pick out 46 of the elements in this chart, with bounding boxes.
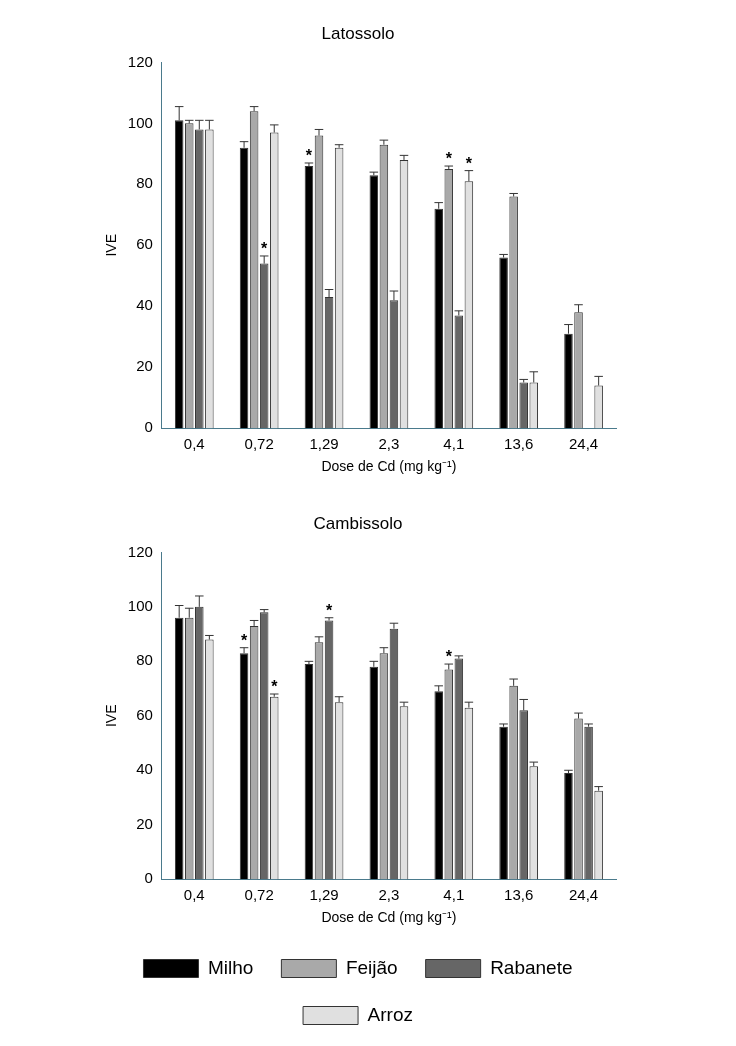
y-tick-label: 100 [127, 597, 153, 615]
y-tick-label: 120 [127, 52, 153, 70]
x-tick-label: 13,6 [504, 435, 534, 453]
x-tick-label: 0,4 [183, 886, 205, 904]
x-tick-label: 1,29 [309, 435, 339, 453]
x-tick-label: 0,4 [183, 435, 205, 453]
y-tick-label: 80 [136, 174, 153, 192]
annotation: * [305, 147, 313, 165]
x-axis-title: Dose de Cd (mg kg⁻¹) [321, 458, 457, 475]
annotation: * [445, 648, 453, 666]
x-tick-label: 2,3 [378, 435, 400, 453]
y-tick-label: 60 [136, 705, 153, 723]
annotation: * [445, 150, 453, 168]
annotation: * [465, 155, 473, 173]
annotation: * [261, 240, 269, 258]
y-tick-label: 40 [136, 296, 153, 314]
chart-title: Cambissolo [313, 513, 403, 533]
x-tick-label: 2,3 [378, 886, 400, 904]
x-tick-label: 24,4 [568, 435, 599, 453]
y-tick-label: 60 [136, 235, 153, 253]
annotation: * [325, 602, 333, 620]
y-axis-title: IVE [103, 234, 120, 257]
x-tick-label: 24,4 [568, 886, 599, 904]
x-tick-label: 1,29 [309, 886, 339, 904]
y-axis-title: IVE [103, 704, 120, 728]
y-tick-label: 40 [136, 760, 153, 778]
x-tick-label: 0,72 [244, 435, 274, 453]
annotation: * [240, 632, 248, 650]
y-tick-label: 20 [136, 814, 153, 832]
legend-label: Milho [207, 956, 254, 978]
y-tick-label: 100 [127, 113, 153, 131]
legend-label: Rabanete [490, 956, 573, 978]
x-axis-title: Dose de Cd (mg kg⁻¹) [321, 909, 457, 926]
y-tick-label: 0 [144, 869, 153, 887]
legend-label: Arroz [367, 1003, 413, 1025]
x-tick-label: 4,1 [443, 435, 465, 453]
x-tick-label: 0,72 [244, 886, 274, 904]
annotation: * [271, 678, 279, 696]
y-tick-label: 20 [136, 357, 153, 375]
y-tick-label: 120 [127, 542, 153, 560]
y-tick-label: 80 [136, 651, 153, 669]
x-tick-label: 13,6 [504, 886, 534, 904]
x-tick-label: 4,1 [443, 886, 465, 904]
y-tick-label: 0 [144, 418, 153, 436]
chart-title: Latossolo [321, 23, 395, 43]
legend-label: Feijão [345, 956, 398, 978]
